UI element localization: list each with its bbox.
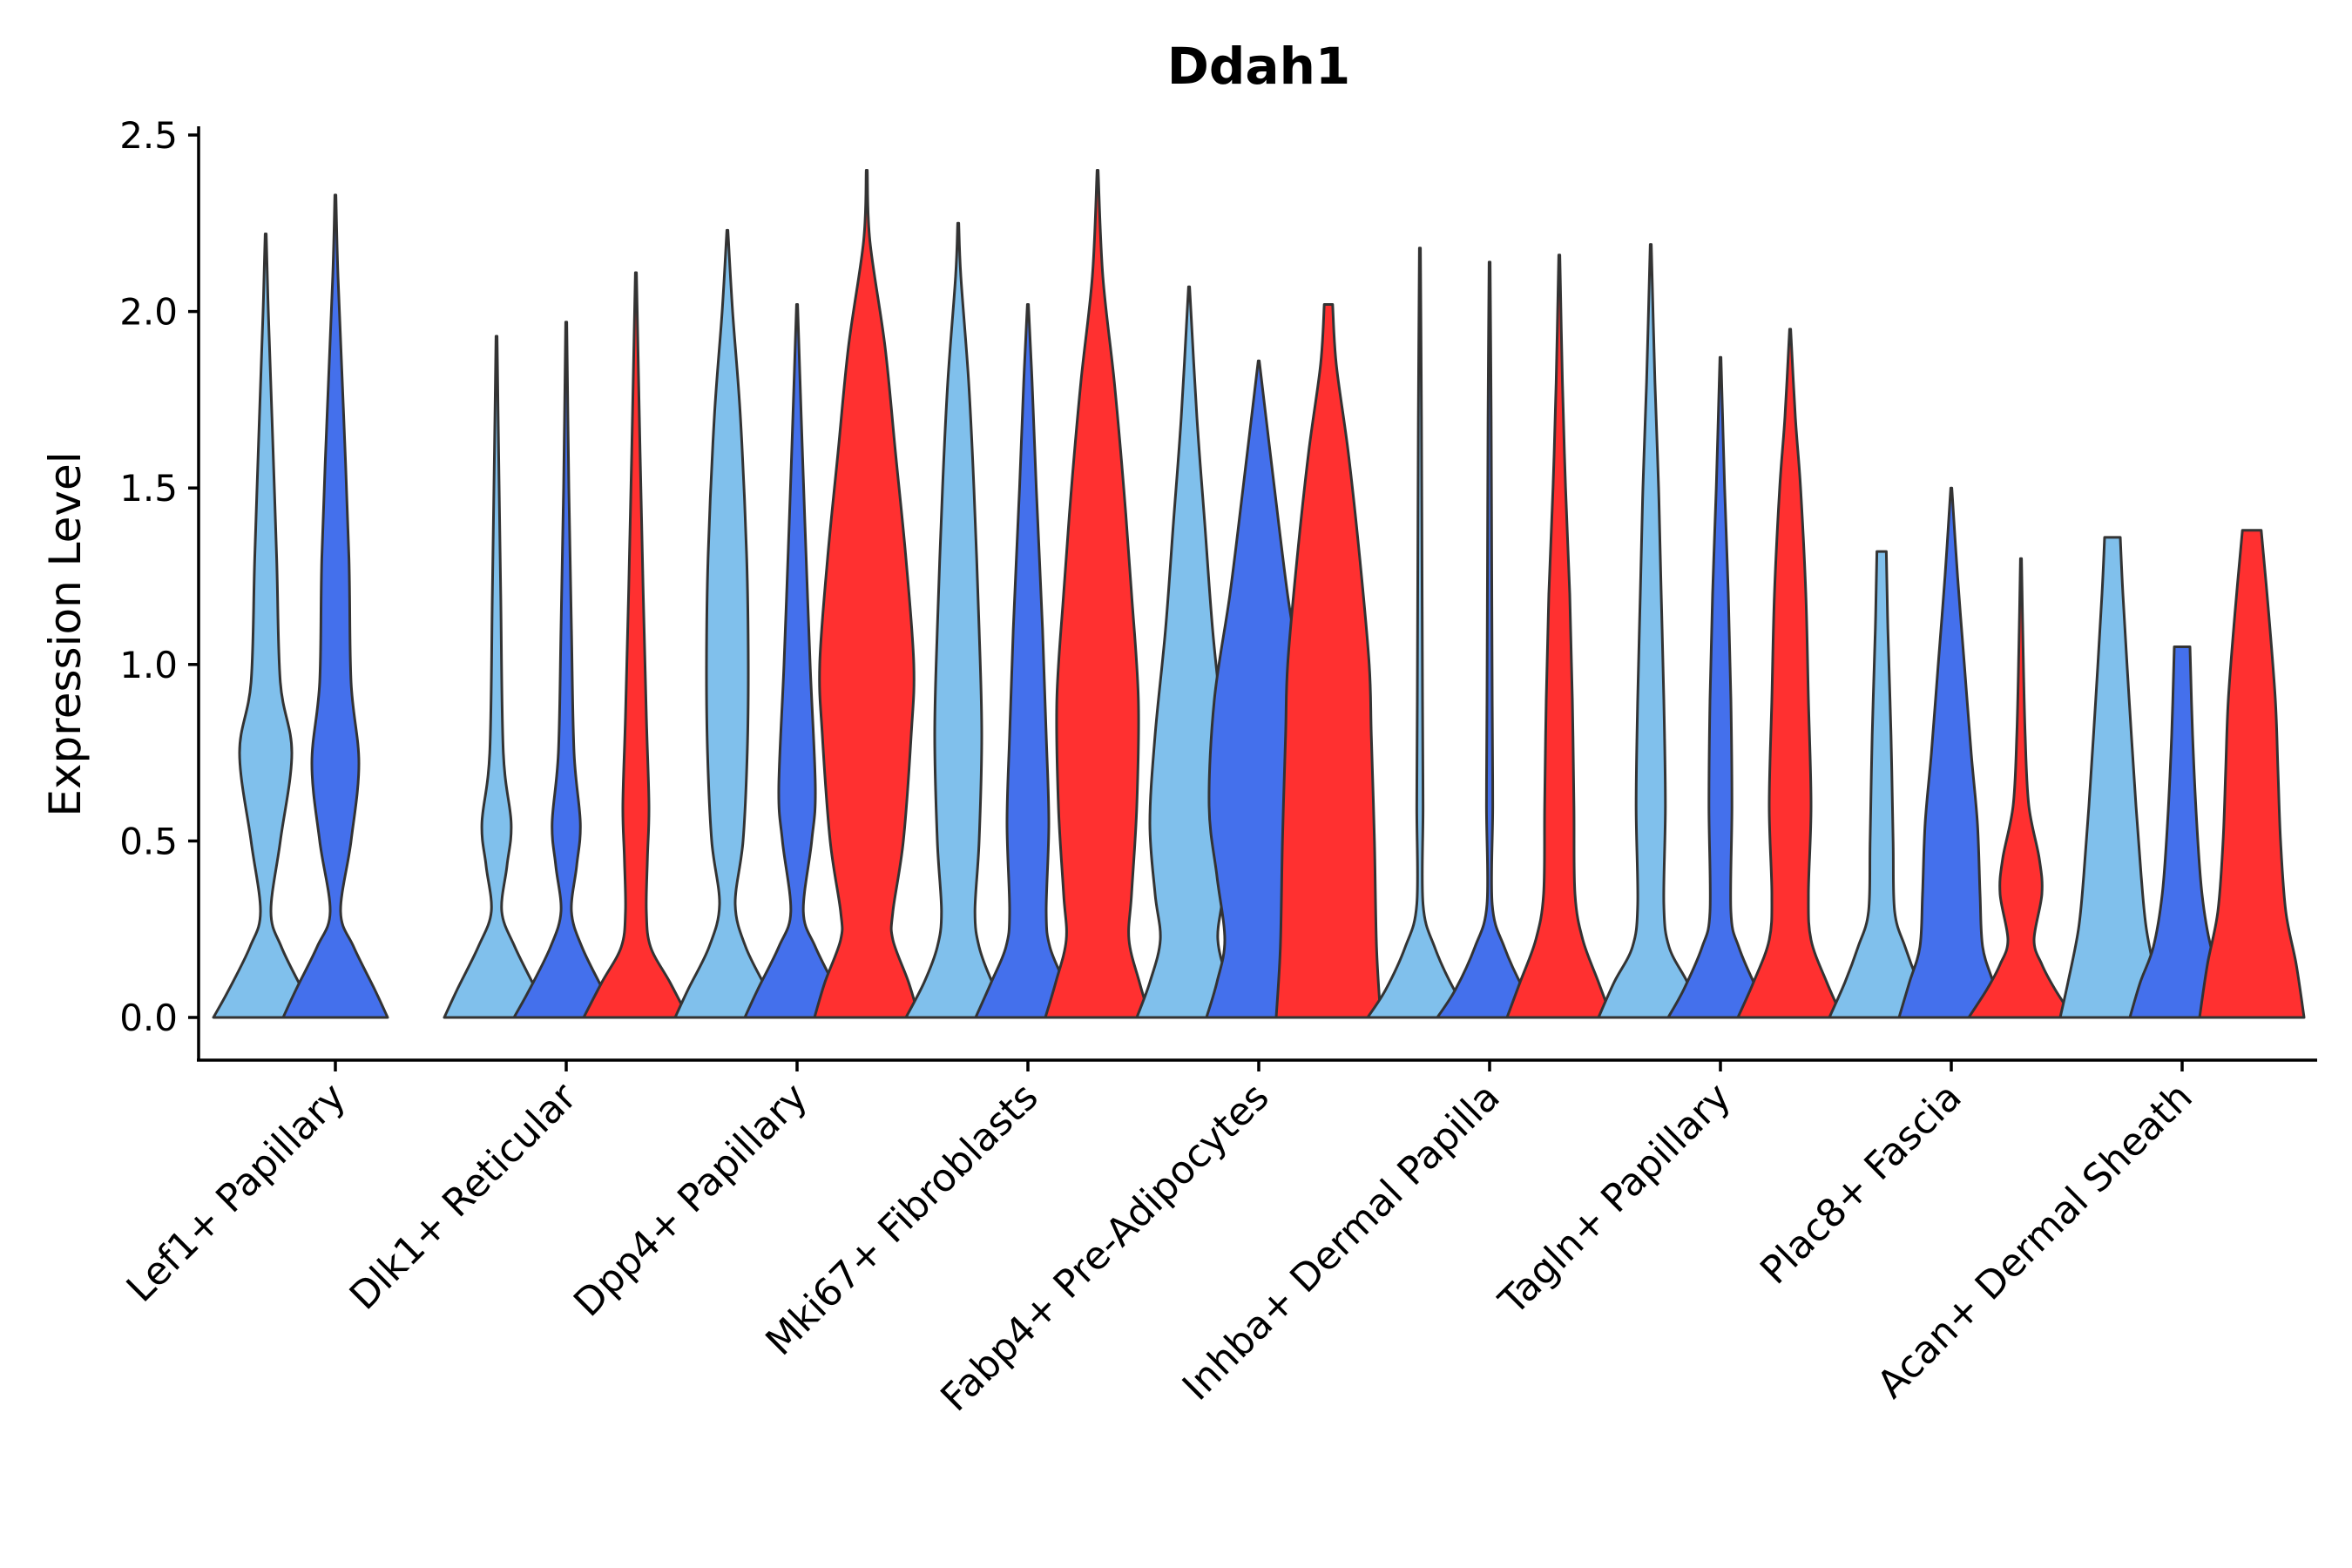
violin-8-2 [1897, 486, 2005, 1019]
x-tick-label: Lef1+ Papillary [118, 1075, 355, 1311]
violin-6-1 [1366, 247, 1474, 1019]
violin-3-1 [673, 228, 781, 1019]
violin-8-1 [1828, 550, 1936, 1019]
violin-2-3 [582, 271, 690, 1019]
y-tick-label: 0.5 [119, 820, 178, 862]
violin-7-2 [1666, 355, 1774, 1019]
x-tick-label: Dlk1+ Reticular [341, 1074, 586, 1319]
y-axis-ticks: 0.0 0.5 1.0 1.5 2.0 2.5 [119, 114, 199, 1039]
violin-4-2 [974, 303, 1082, 1019]
y-tick-label: 1.0 [119, 644, 178, 686]
x-tick-label: Plac8+ Fascia [1752, 1075, 1970, 1294]
violin-6-2 [1436, 260, 1544, 1019]
violin-9-1 [2058, 536, 2166, 1019]
y-tick-label: 2.5 [119, 114, 178, 157]
chart-title: Ddah1 [1167, 37, 1350, 96]
violin-9-2 [2128, 645, 2236, 1019]
violin-7-1 [1597, 243, 1705, 1019]
violin-3-2 [743, 303, 851, 1019]
violin-layer [212, 169, 2306, 1019]
violin-6-3 [1505, 253, 1613, 1019]
violin-3-3 [813, 169, 921, 1019]
y-tick-label: 1.5 [119, 467, 178, 510]
violin-9-3 [2198, 529, 2306, 1019]
violin-2-2 [512, 321, 620, 1019]
violin-1-1 [212, 233, 320, 1019]
violin-1-2 [281, 193, 389, 1019]
y-tick-label: 2.0 [119, 291, 178, 334]
violin-5-3 [1274, 303, 1382, 1019]
y-tick-label: 0.0 [119, 997, 178, 1039]
y-axis-label: Expression Level [40, 451, 91, 816]
violin-8-3 [1967, 557, 2075, 1019]
x-tick-label: Tagln+ Papillary [1490, 1075, 1740, 1324]
x-tick-label: Dpp4+ Papillary [565, 1075, 816, 1326]
violin-7-3 [1736, 328, 1844, 1019]
violin-4-3 [1044, 169, 1152, 1019]
violin-2-1 [443, 335, 551, 1019]
violin-4-1 [904, 221, 1012, 1019]
